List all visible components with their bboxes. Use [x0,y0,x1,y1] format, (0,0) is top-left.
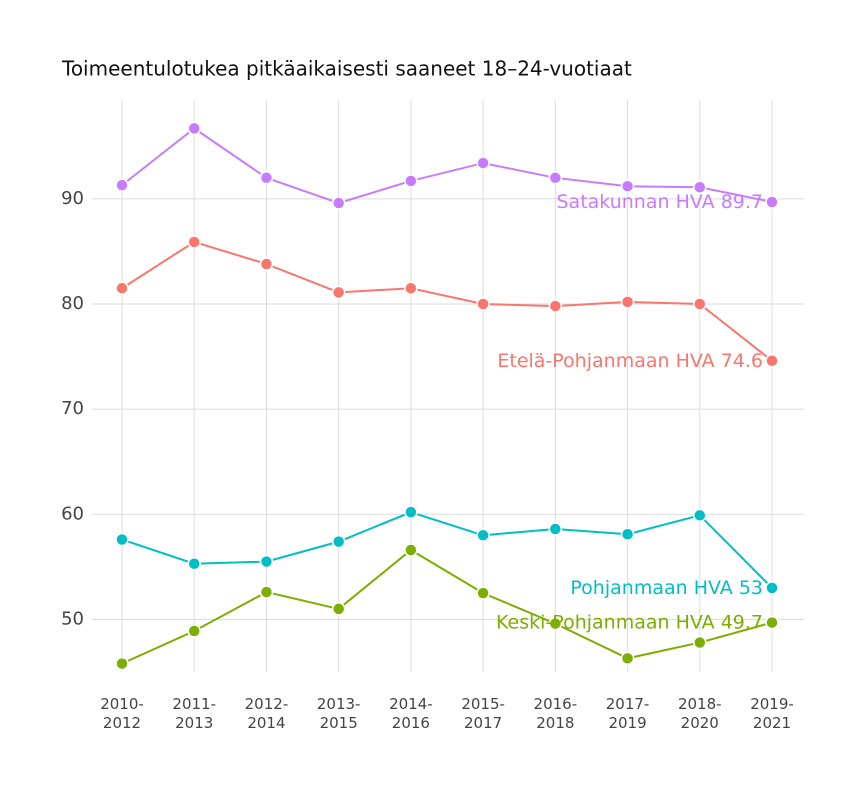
series-value: 49.7 [721,611,763,633]
x-tick-label: 2019-2021 [750,695,794,732]
y-tick-label: 90 [61,188,84,209]
data-point [548,522,563,536]
data-point [693,635,707,650]
data-point [331,285,346,300]
data-point [331,602,346,616]
series-label: Etelä-Pohjanmaan HVA 74.6 [497,349,763,371]
data-point [187,556,201,571]
series-value: 89.7 [721,190,763,212]
series-name: Pohjanmaan HVA [570,576,732,598]
data-point [115,656,129,671]
data-point [259,585,274,599]
y-tick-label: 80 [61,293,84,314]
series-name: Etelä-Pohjanmaan HVA [497,349,714,371]
data-point [765,615,779,630]
data-point [259,554,274,569]
data-point [404,174,418,188]
x-tick-label: 2010-2012 [100,695,144,732]
data-point [115,281,129,295]
series-value: 74.6 [721,349,763,371]
data-point [331,196,346,210]
data-point [476,297,490,311]
chart-title: Toimeentulotukea pitkäaikaisesti saaneet… [61,57,632,81]
series-label: Keski-Pohjanmaan HVA 49.7 [496,611,763,633]
data-point [693,508,707,523]
data-point [548,616,563,631]
x-tick-label: 2013-2015 [317,695,361,732]
data-point [620,179,635,193]
data-point [259,257,274,271]
y-tick-label: 50 [61,608,84,629]
data-point [404,543,418,557]
y-tick-label: 70 [61,398,84,419]
data-point [693,180,707,195]
data-point [548,171,563,185]
series-line [121,548,773,665]
data-point [476,586,490,600]
data-point [620,295,635,309]
series-name: Satakunnan HVA [557,190,715,212]
x-tick-label: 2011-2013 [172,695,216,732]
series-value: 53 [739,576,763,598]
data-point [187,235,201,249]
data-point [765,354,779,368]
data-point [187,121,201,136]
series-name: Keski-Pohjanmaan HVA [496,611,715,633]
x-tick-label: 2018-2020 [678,695,722,732]
series-line [121,511,773,589]
data-point [187,624,201,638]
x-tick-label: 2012-2014 [245,695,289,732]
data-point [620,527,635,542]
series-label: Satakunnan HVA 89.7 [557,190,764,212]
series-label: Pohjanmaan HVA 53 [570,576,763,598]
x-tick-label: 2014-2016 [389,695,433,732]
data-point [404,281,418,295]
data-point [765,581,779,595]
data-point [404,505,418,519]
data-point [693,297,707,311]
data-point [548,299,563,313]
data-point [115,178,129,192]
data-point [331,534,346,549]
data-point [765,195,779,209]
data-point [476,528,490,543]
x-tick-label: 2017-2019 [606,695,650,732]
series-line [121,127,773,205]
data-point [620,651,635,666]
data-point [259,171,274,185]
y-tick-label: 60 [61,503,84,524]
x-tick-label: 2015-2017 [461,695,505,732]
series-line [121,240,773,362]
data-point [115,532,129,547]
data-point [476,156,490,170]
x-tick-label: 2016-2018 [534,695,578,732]
